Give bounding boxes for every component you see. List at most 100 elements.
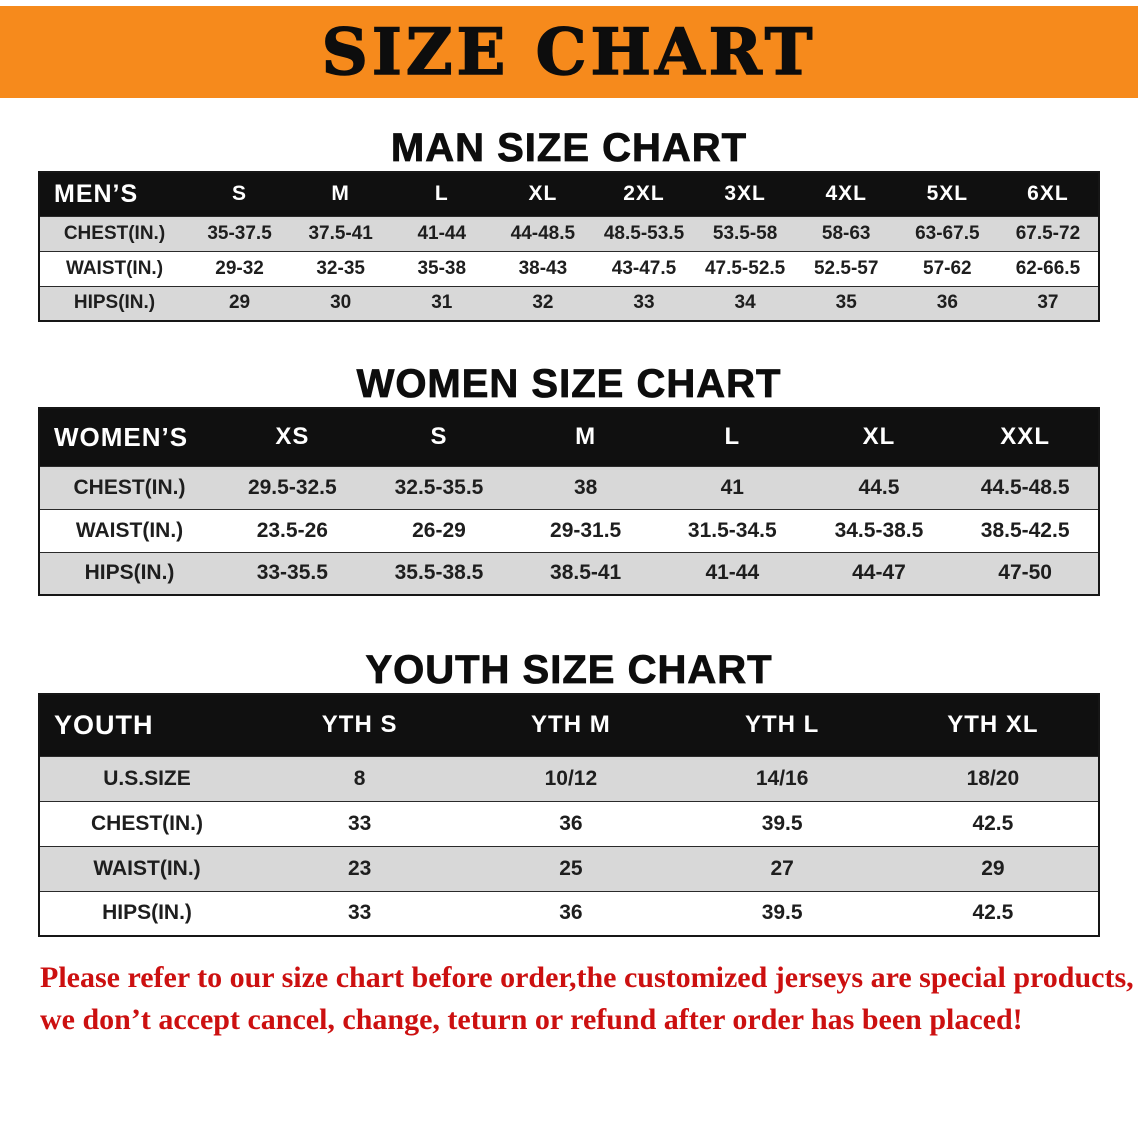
disclaimer-line-2: we don’t accept cancel, change, teturn o… <box>40 1003 1023 1036</box>
disclaimer: Please refer to our size chart before or… <box>40 957 1134 1041</box>
women-size-table: WOMEN’S XS S M L XL XXL CHEST(IN.) 29.5-32.5 32.5… <box>38 407 1100 596</box>
size-header-cell: 4XL <box>795 172 897 216</box>
value-cell: 57-62 <box>896 250 998 286</box>
size-header-cell: XS <box>219 408 366 466</box>
value-cell: 29 <box>887 845 1099 891</box>
table-row: U.S.SIZE 8 10/12 14/16 18/20 <box>39 755 1099 801</box>
value-cell: 41-44 <box>391 215 493 251</box>
row-label-cell: WAIST(IN.) <box>39 250 189 286</box>
value-cell: 39.5 <box>676 890 888 936</box>
value-cell: 8 <box>254 755 466 801</box>
row-label-cell: CHEST(IN.) <box>39 215 189 251</box>
youth-section: YOUTH SIZE CHART YOUTH YTH S YTH M YTH L YTH… <box>0 648 1138 937</box>
table-row: CHEST(IN.) 33 36 39.5 42.5 <box>39 800 1099 846</box>
value-cell: 32 <box>492 285 594 321</box>
value-cell: 37 <box>997 285 1099 321</box>
value-cell: 47.5-52.5 <box>694 250 796 286</box>
value-cell: 48.5-53.5 <box>593 215 695 251</box>
row-label-cell: U.S.SIZE <box>39 755 254 801</box>
table-header-row: YOUTH YTH S YTH M YTH L YTH XL <box>39 694 1099 756</box>
value-cell: 14/16 <box>676 755 888 801</box>
table-header-row: MEN’S S M L XL 2XL 3XL 4XL 5XL 6XL <box>39 172 1099 216</box>
value-cell: 67.5-72 <box>997 215 1099 251</box>
row-label-cell: HIPS(IN.) <box>39 890 254 936</box>
value-cell: 35.5-38.5 <box>365 551 513 595</box>
table-title-cell: WOMEN’S <box>39 408 219 466</box>
value-cell: 53.5-58 <box>694 215 796 251</box>
women-section-heading: WOMEN SIZE CHART <box>356 362 782 407</box>
table-row: HIPS(IN.) 29 30 31 32 33 34 35 36 37 <box>39 285 1099 321</box>
value-cell: 44-47 <box>805 551 953 595</box>
size-header-cell: 2XL <box>593 172 695 216</box>
value-cell: 29 <box>189 285 291 321</box>
men-section: MAN SIZE CHART MEN’S S M L XL 2XL 3XL 4XL 5XL 6XL… <box>0 126 1138 322</box>
value-cell: 18/20 <box>887 755 1099 801</box>
value-cell: 10/12 <box>465 755 677 801</box>
value-cell: 29-32 <box>189 250 291 286</box>
value-cell: 32.5-35.5 <box>365 465 513 509</box>
youth-size-table: YOUTH YTH S YTH M YTH L YTH XL U.S.SIZE 8 10/12… <box>38 693 1100 937</box>
value-cell: 37.5-41 <box>290 215 392 251</box>
size-header-cell: YTH L <box>676 694 888 756</box>
table-row: WAIST(IN.) 23.5-26 26-29 29-31.5 31.5-34.5 34… <box>39 508 1099 552</box>
size-header-cell: S <box>365 408 513 466</box>
value-cell: 38.5-41 <box>512 551 659 595</box>
value-cell: 41-44 <box>658 551 806 595</box>
table-row: WAIST(IN.) 23 25 27 29 <box>39 845 1099 891</box>
row-label-cell: CHEST(IN.) <box>39 800 254 846</box>
size-header-cell: XXL <box>952 408 1099 466</box>
value-cell: 52.5-57 <box>795 250 897 286</box>
disclaimer-line-1: Please refer to our size chart before or… <box>40 961 1134 994</box>
men-size-table: MEN’S S M L XL 2XL 3XL 4XL 5XL 6XL CHEST(IN.) 35-37… <box>38 171 1100 322</box>
row-label-cell: CHEST(IN.) <box>39 465 219 509</box>
table-row: HIPS(IN.) 33-35.5 35.5-38.5 38.5-41 41-44 44-… <box>39 551 1099 595</box>
value-cell: 36 <box>465 890 677 936</box>
size-header-cell: L <box>658 408 806 466</box>
value-cell: 44.5 <box>805 465 953 509</box>
men-section-heading: MAN SIZE CHART <box>390 126 748 171</box>
value-cell: 38-43 <box>492 250 594 286</box>
size-header-cell: YTH M <box>465 694 677 756</box>
value-cell: 31.5-34.5 <box>658 508 806 552</box>
value-cell: 42.5 <box>887 800 1099 846</box>
table-header-row: WOMEN’S XS S M L XL XXL <box>39 408 1099 466</box>
value-cell: 33 <box>254 800 466 846</box>
table-row: CHEST(IN.) 29.5-32.5 32.5-35.5 38 41 44.5 44.5… <box>39 465 1099 509</box>
row-label-cell: HIPS(IN.) <box>39 551 219 595</box>
value-cell: 33-35.5 <box>219 551 366 595</box>
table-title-cell: YOUTH <box>39 694 254 756</box>
women-section: WOMEN SIZE CHART WOMEN’S XS S M L XL XXL CHEST(… <box>0 362 1138 596</box>
row-label-cell: WAIST(IN.) <box>39 508 219 552</box>
value-cell: 27 <box>676 845 888 891</box>
value-cell: 39.5 <box>676 800 888 846</box>
size-header-cell: L <box>391 172 493 216</box>
value-cell: 62-66.5 <box>997 250 1099 286</box>
value-cell: 38.5-42.5 <box>952 508 1099 552</box>
value-cell: 29-31.5 <box>512 508 659 552</box>
size-header-cell: YTH S <box>254 694 466 756</box>
youth-section-heading: YOUTH SIZE CHART <box>365 648 773 693</box>
value-cell: 38 <box>512 465 659 509</box>
value-cell: 26-29 <box>365 508 513 552</box>
table-row: WAIST(IN.) 29-32 32-35 35-38 38-43 43-47.5 47.… <box>39 250 1099 286</box>
value-cell: 44-48.5 <box>492 215 594 251</box>
value-cell: 44.5-48.5 <box>952 465 1099 509</box>
row-label-cell: WAIST(IN.) <box>39 845 254 891</box>
value-cell: 34.5-38.5 <box>805 508 953 552</box>
size-header-cell: 3XL <box>694 172 796 216</box>
value-cell: 35-37.5 <box>189 215 291 251</box>
value-cell: 30 <box>290 285 392 321</box>
row-label-cell: HIPS(IN.) <box>39 285 189 321</box>
value-cell: 63-67.5 <box>896 215 998 251</box>
table-title-cell: MEN’S <box>39 172 189 216</box>
value-cell: 34 <box>694 285 796 321</box>
value-cell: 33 <box>254 890 466 936</box>
size-header-cell: S <box>189 172 291 216</box>
value-cell: 33 <box>593 285 695 321</box>
size-header-cell: XL <box>805 408 953 466</box>
value-cell: 32-35 <box>290 250 392 286</box>
banner: SIZE CHART <box>0 6 1138 98</box>
value-cell: 36 <box>896 285 998 321</box>
value-cell: 29.5-32.5 <box>219 465 366 509</box>
table-row: CHEST(IN.) 35-37.5 37.5-41 41-44 44-48.5 48.5… <box>39 215 1099 251</box>
